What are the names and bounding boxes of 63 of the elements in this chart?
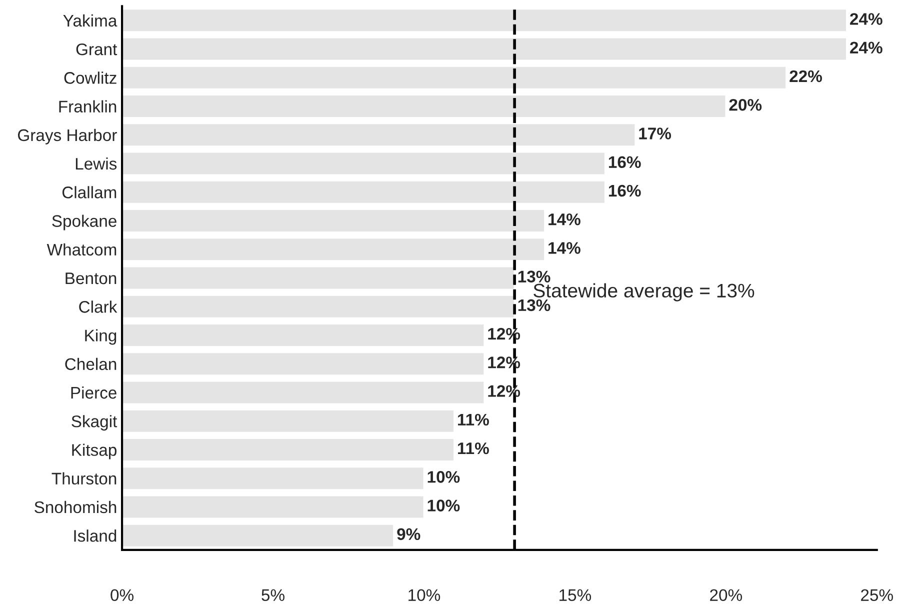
x-tick-label: 25% (861, 589, 893, 602)
data-label: 16% (608, 184, 641, 197)
bar (122, 266, 516, 290)
y-tick-label: Thurston (52, 472, 116, 485)
bar (122, 294, 516, 319)
bar (122, 408, 455, 434)
bar (122, 208, 546, 233)
y-tick-label: Kitsap (72, 444, 116, 460)
bar (122, 94, 727, 118)
data-label: 17% (639, 128, 672, 140)
data-label: 22% (790, 70, 822, 82)
y-tick-label: Whatcom (46, 243, 116, 256)
y-tick-label: Pierce (71, 386, 116, 399)
y-tick-label: Clark (79, 300, 118, 313)
x-tick-label: 0% (110, 589, 134, 602)
bar (122, 151, 606, 176)
x-tick-label: 10% (408, 589, 440, 602)
data-label: 9% (397, 528, 420, 540)
bar (122, 180, 606, 204)
bar (122, 494, 425, 520)
data-label: 24% (850, 13, 882, 25)
data-label: 10% (428, 500, 460, 512)
data-label: 14% (548, 213, 580, 226)
y-tick-label: Island (74, 530, 116, 542)
y-tick-label: Skagit (72, 415, 118, 431)
y-tick-label: Spokane (52, 214, 116, 230)
data-label: 12% (488, 328, 520, 340)
y-tick-label: King (85, 329, 116, 345)
bar (122, 438, 455, 462)
x-tick-label: 20% (710, 589, 742, 602)
bar (122, 323, 486, 348)
data-label: 13% (518, 299, 550, 312)
bar (122, 523, 394, 548)
x-tick-label: 5% (262, 589, 284, 602)
y-tick-label: Franklin (59, 100, 116, 112)
y-tick-label: Grant (76, 43, 118, 56)
data-label: 20% (729, 98, 762, 111)
bar (122, 8, 848, 33)
bar (122, 466, 425, 490)
bar (122, 380, 486, 405)
data-label: 10% (428, 471, 460, 483)
data-label: 12% (488, 385, 520, 397)
data-label: 11% (458, 414, 489, 426)
y-tick-label: Grays Harbor (18, 128, 117, 144)
bar (122, 36, 848, 62)
bar (122, 237, 546, 262)
y-tick-label: Clallam (62, 186, 116, 198)
data-label: 14% (548, 242, 580, 254)
bar (122, 122, 636, 148)
y-tick-label: Yakima (63, 14, 118, 27)
y-tick-label: Benton (66, 272, 116, 284)
data-label: 13% (518, 270, 550, 282)
y-tick-label: Chelan (65, 358, 116, 370)
bar (122, 66, 787, 90)
y-tick-label: Cowlitz (64, 72, 116, 84)
data-label: 11% (458, 442, 489, 454)
data-label: 24% (850, 42, 882, 54)
bar (122, 352, 486, 376)
y-tick-label: Lewis (76, 157, 117, 170)
data-label: 16% (608, 156, 641, 168)
x-tick-label: 15% (560, 589, 592, 602)
y-tick-label: Snohomish (34, 500, 116, 514)
data-label: 12% (488, 356, 520, 368)
